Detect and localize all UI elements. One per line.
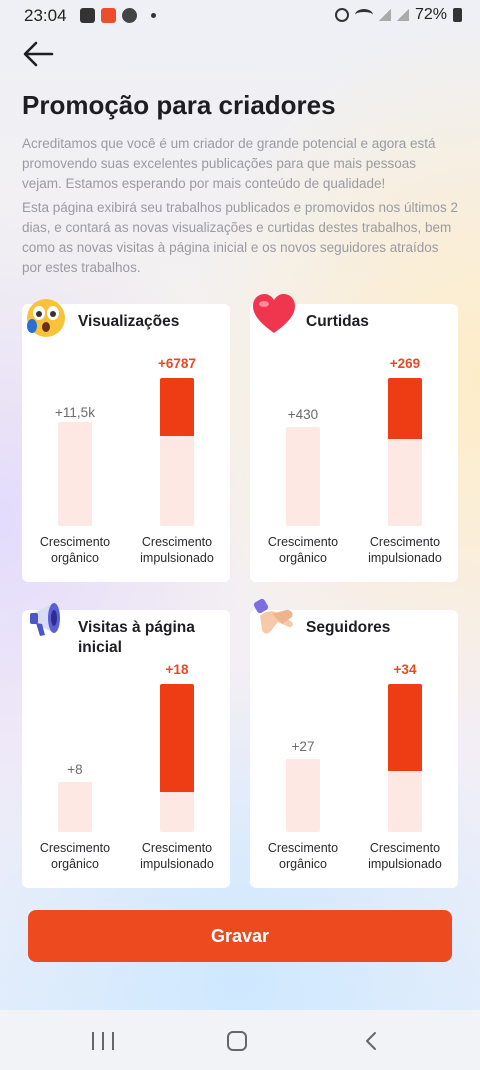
boosted-value: +34 [393, 662, 417, 677]
boosted-label: Crescimento impulsionado [140, 535, 214, 565]
boosted-bar-fill [160, 378, 194, 436]
boosted-bar-fill [388, 378, 422, 439]
chrome-icon [122, 8, 137, 23]
stats-card-followers: Seguidores +27 +34 Crescimento orgânico … [250, 598, 458, 888]
organic-label: Crescimento orgânico [39, 841, 111, 871]
boosted-label: Crescimento impulsionado [140, 841, 214, 871]
gallery-icon [80, 8, 95, 23]
organic-bar [58, 422, 92, 526]
boosted-bar [388, 378, 422, 526]
description-paragraph-1: Acreditamos que você é um criador de gra… [22, 136, 436, 191]
organic-value: +11,5k [55, 405, 95, 420]
navigation-bar [0, 1010, 480, 1070]
shopee-app-icon [101, 8, 116, 23]
organic-label: Crescimento orgânico [267, 535, 339, 565]
battery-icon [453, 8, 462, 22]
status-notification-icons [80, 8, 156, 23]
record-button[interactable]: Gravar [28, 910, 452, 962]
boosted-bar [160, 378, 194, 526]
boosted-value: +269 [389, 356, 421, 371]
battery-percentage: 72% [414, 6, 447, 23]
status-time: 23:04 [24, 6, 67, 25]
surprised-face-icon [24, 296, 68, 345]
handshake-icon [252, 598, 298, 647]
boosted-label: Crescimento impulsionado [368, 841, 442, 871]
boosted-value: +18 [165, 662, 189, 677]
organic-bar [286, 427, 320, 526]
stats-card-views: Visualizações +11,5k +6787 Crescimento o… [22, 299, 230, 582]
organic-label: Crescimento orgânico [39, 535, 111, 565]
alarm-icon [334, 8, 349, 22]
boosted-value: +6787 [158, 356, 196, 371]
signal-icon [396, 9, 409, 21]
back-icon[interactable] [364, 1031, 378, 1051]
description-paragraph-2: Esta página exibirá seu trabalhos public… [22, 200, 459, 275]
organic-value: +430 [287, 407, 319, 422]
home-icon[interactable] [227, 1031, 247, 1051]
card-title: Curtidas [306, 313, 369, 330]
organic-bar [286, 759, 320, 832]
wifi-icon [354, 9, 373, 21]
dot-icon [151, 13, 156, 18]
arrow-left-icon [23, 41, 54, 67]
boosted-bar [388, 684, 422, 832]
back-button[interactable] [20, 38, 60, 70]
signal-icon [378, 9, 391, 21]
card-title: Visualizações [78, 313, 180, 330]
recent-apps-icon[interactable] [92, 1032, 114, 1050]
status-system-icons: 72% [334, 6, 462, 24]
boosted-bar [160, 684, 194, 832]
megaphone-icon [26, 596, 72, 647]
stats-card-profile-visits: Visitas à página inicial +8 +18 Crescime… [22, 603, 230, 888]
status-bar: 23:04 72% [0, 0, 480, 32]
stats-card-likes: Curtidas +430 +269 Crescimento orgânico … [250, 294, 458, 582]
card-title: Visitas à página inicial [78, 619, 195, 656]
boosted-bar-fill [160, 684, 194, 792]
page-title: Promoção para criadores [22, 90, 336, 120]
boosted-label: Crescimento impulsionado [368, 535, 442, 565]
organic-value: +8 [67, 762, 83, 777]
boosted-bar-fill [388, 684, 422, 771]
organic-value: +27 [291, 739, 315, 754]
organic-bar [58, 782, 92, 832]
heart-icon [250, 290, 298, 343]
organic-label: Crescimento orgânico [267, 841, 339, 871]
card-title: Seguidores [306, 619, 391, 636]
